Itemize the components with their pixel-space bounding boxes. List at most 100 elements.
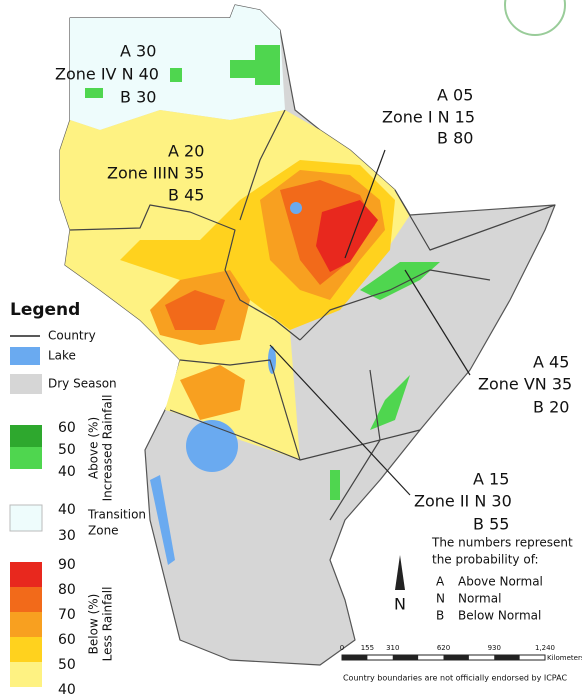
note-label: Above Normal (458, 575, 543, 589)
below-label: Less Rainfall (101, 587, 115, 662)
legend-swatch (10, 505, 42, 518)
above-label: Above (%) (87, 417, 101, 479)
transition-zone (70, 5, 285, 130)
scale-bar-seg (342, 655, 368, 660)
legend-tick: 40 (58, 682, 76, 696)
legend-lake-swatch (10, 347, 40, 365)
zone-label: A 05 (437, 86, 473, 105)
arrow (269, 344, 411, 496)
scale-bar: 0 155 310 620 930 1,240 Kilometers (340, 644, 582, 662)
note-items: A Above Normal N Normal B Below Normal (436, 575, 543, 623)
scale-tick: 1,240 (535, 644, 555, 652)
green-patch (255, 45, 280, 85)
border (179, 359, 421, 461)
legend-tick: 40 (58, 464, 76, 480)
legend-tick: 80 (58, 582, 76, 598)
zone-label: A 15 (473, 470, 509, 489)
note-label: Normal (458, 592, 501, 606)
red-area (316, 200, 378, 272)
border (239, 109, 286, 221)
note-label: Below Normal (458, 609, 541, 623)
green-patch (360, 262, 440, 300)
green-patch (85, 88, 103, 98)
green-patch (370, 375, 410, 430)
lake (186, 420, 238, 472)
legend-swatch (10, 518, 42, 531)
zone-label: Zone IV N 40 (55, 65, 159, 84)
legend-swatch (10, 662, 42, 687)
map (59, 4, 556, 666)
note-key: A (436, 575, 445, 589)
lake (290, 202, 302, 214)
zone-label: Zone I N 15 (382, 108, 475, 127)
green-patch (170, 68, 182, 82)
legend-scales: 60 50 40 40 30 90 80 70 60 50 40 (9, 420, 76, 696)
border (69, 204, 301, 341)
above-label: Increased Rainfall (101, 395, 115, 502)
scale-bar-seg (443, 655, 469, 660)
zone-arrows (269, 149, 471, 496)
legend-item: Dry Season (48, 377, 117, 391)
transition-label: Zone (88, 524, 119, 538)
zone-label: Zone IIIN 35 (107, 164, 204, 183)
transition-label: Transition (87, 508, 146, 522)
legend-tick: 90 (58, 557, 76, 573)
zone-label: B 20 (533, 398, 569, 417)
border (394, 189, 556, 251)
legend-tick: 50 (58, 657, 76, 673)
note-title: The numbers represent (431, 536, 573, 550)
scale-tick: 0 (340, 644, 344, 652)
arrow (344, 149, 386, 259)
legend-tick: 30 (58, 528, 76, 544)
zone-labels: A 30 Zone IV N 40 B 30 A 20 Zone IIIN 35 B 45… (55, 42, 572, 534)
logo (504, 0, 566, 36)
legend-swatch (10, 425, 42, 447)
legend-tick: 60 (58, 420, 76, 436)
legend-tick: 50 (58, 442, 76, 458)
legend-tick: 60 (58, 632, 76, 648)
scale-tick: 155 (361, 644, 374, 652)
above-normal-patches (85, 45, 440, 500)
green-patch (330, 470, 340, 500)
zone-label: B 80 (437, 129, 473, 148)
zone-label: Zone VN 35 (478, 375, 572, 394)
below-label: Below (%) (87, 594, 101, 655)
legend-item: Lake (48, 349, 76, 363)
north-arrow-shape (395, 555, 405, 590)
lakes (150, 202, 302, 565)
zone-label: B 30 (120, 88, 156, 107)
note-title: the probability of: (432, 553, 539, 567)
scale-unit: Kilometers (547, 654, 582, 662)
legend-dry-swatch (10, 374, 42, 394)
legend-swatch-outline (9, 504, 43, 532)
zone-label: B 55 (473, 515, 509, 534)
legend-item: Country (48, 329, 96, 343)
note-key: B (436, 609, 444, 623)
zone-label: Zone II N 30 (414, 492, 512, 511)
zone-label: B 45 (168, 186, 204, 205)
scale-bar-seg (392, 655, 419, 660)
note-key: N (436, 592, 445, 606)
legend-swatch (10, 562, 42, 587)
legend-swatch (10, 612, 42, 637)
legend-swatch (10, 637, 42, 662)
scale-tick: 930 (488, 644, 501, 652)
legend-title: Legend (10, 300, 80, 320)
lake (150, 475, 175, 565)
country-borders (69, 109, 556, 521)
border (329, 369, 381, 521)
scale-tick: 310 (386, 644, 399, 652)
legend-tick: 40 (58, 502, 76, 518)
legend-swatch (10, 587, 42, 612)
zone-label: A 30 (120, 42, 156, 61)
border (169, 409, 301, 461)
zone-label: A 20 (168, 142, 204, 161)
border (299, 269, 491, 341)
scale-bar-seg (494, 655, 520, 660)
disclaimer: Country boundaries are not officially en… (343, 674, 567, 683)
green-patch (230, 60, 255, 78)
lake (268, 346, 276, 374)
scale-tick: 620 (437, 644, 450, 652)
zone-label: A 45 (533, 353, 569, 372)
